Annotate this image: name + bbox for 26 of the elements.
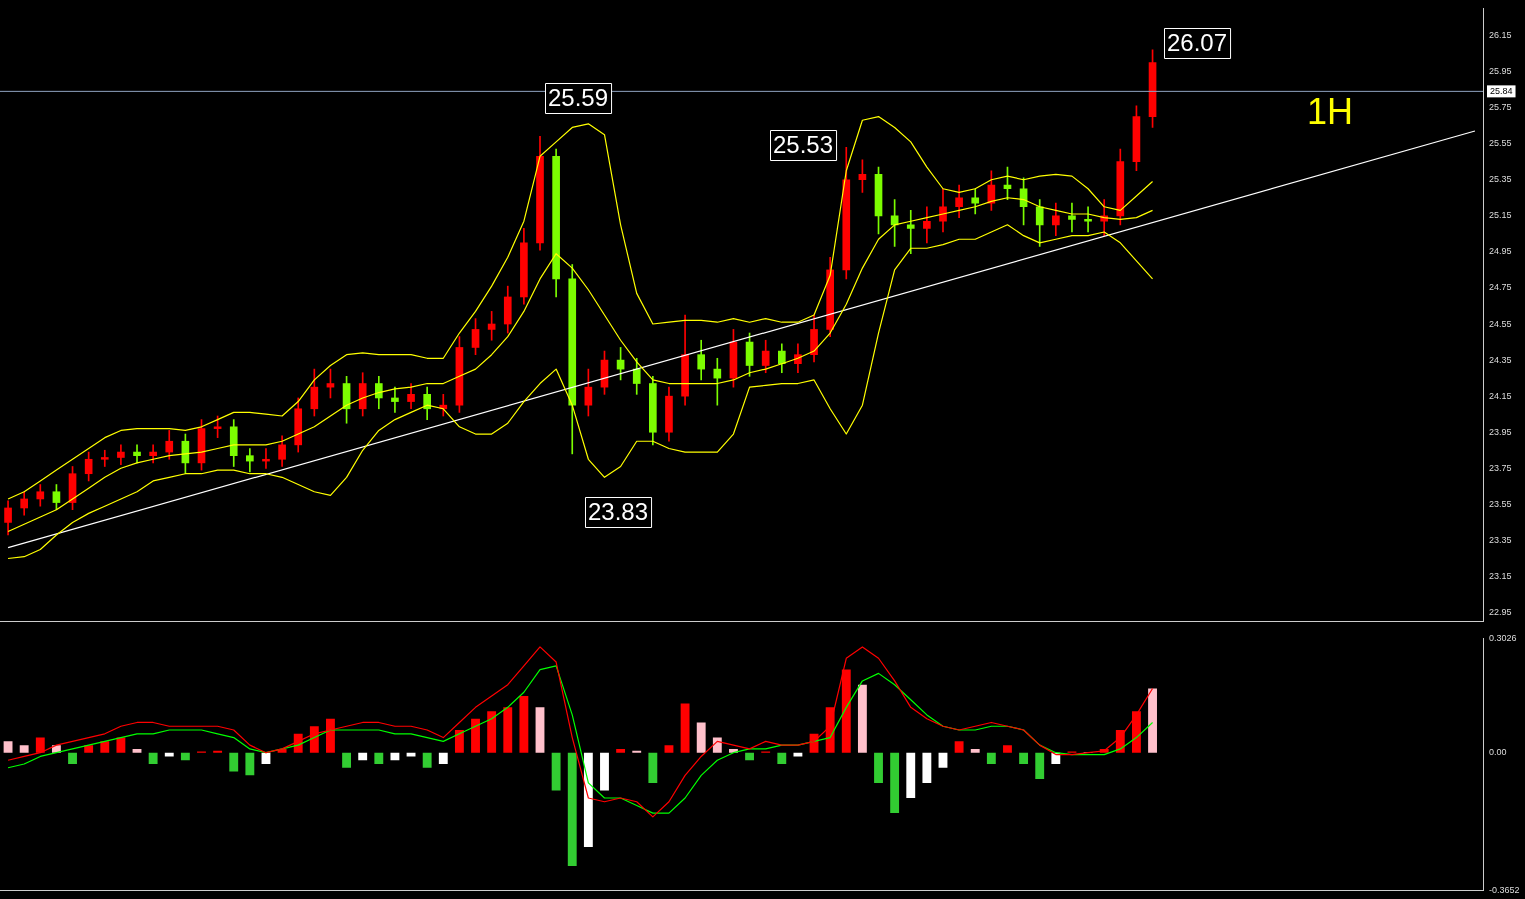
y-tick-label: -0.3652 — [1489, 885, 1520, 896]
y-tick-label: 25.15 — [1489, 210, 1512, 221]
y-tick-label: 23.55 — [1489, 498, 1512, 509]
y-tick-label: 24.55 — [1489, 318, 1512, 329]
y-tick-label: 24.15 — [1489, 390, 1512, 401]
y-tick-label: 25.35 — [1489, 174, 1512, 185]
y-tick-label: 24.35 — [1489, 354, 1512, 365]
y-tick-label: 23.15 — [1489, 571, 1512, 581]
y-tick-label: 0.00 — [1489, 747, 1507, 758]
annotation: 25.59 — [548, 83, 609, 111]
ref-line-label: 25.84 — [1490, 85, 1513, 96]
annotation: 1H — [1306, 90, 1354, 132]
y-tick-label: 25.55 — [1489, 138, 1512, 149]
y-tick-label: 23.95 — [1489, 426, 1512, 437]
annotation: 26.07 — [1167, 28, 1228, 56]
y-tick-label: 22.95 — [1489, 607, 1512, 618]
y-tick-label: 24.75 — [1489, 282, 1512, 293]
y-tick-label: 23.35 — [1489, 534, 1512, 545]
annotation: 23.83 — [588, 497, 649, 525]
y-tick-label: 25.95 — [1489, 66, 1512, 77]
y-tick-label: 24.95 — [1489, 246, 1512, 257]
y-tick-label: 26.15 — [1489, 29, 1512, 40]
annotation: 25.53 — [773, 130, 834, 158]
y-tick-label: 25.75 — [1489, 102, 1512, 113]
y-tick-label: 0.3026 — [1489, 632, 1517, 643]
y-tick-label: 23.75 — [1489, 462, 1512, 473]
